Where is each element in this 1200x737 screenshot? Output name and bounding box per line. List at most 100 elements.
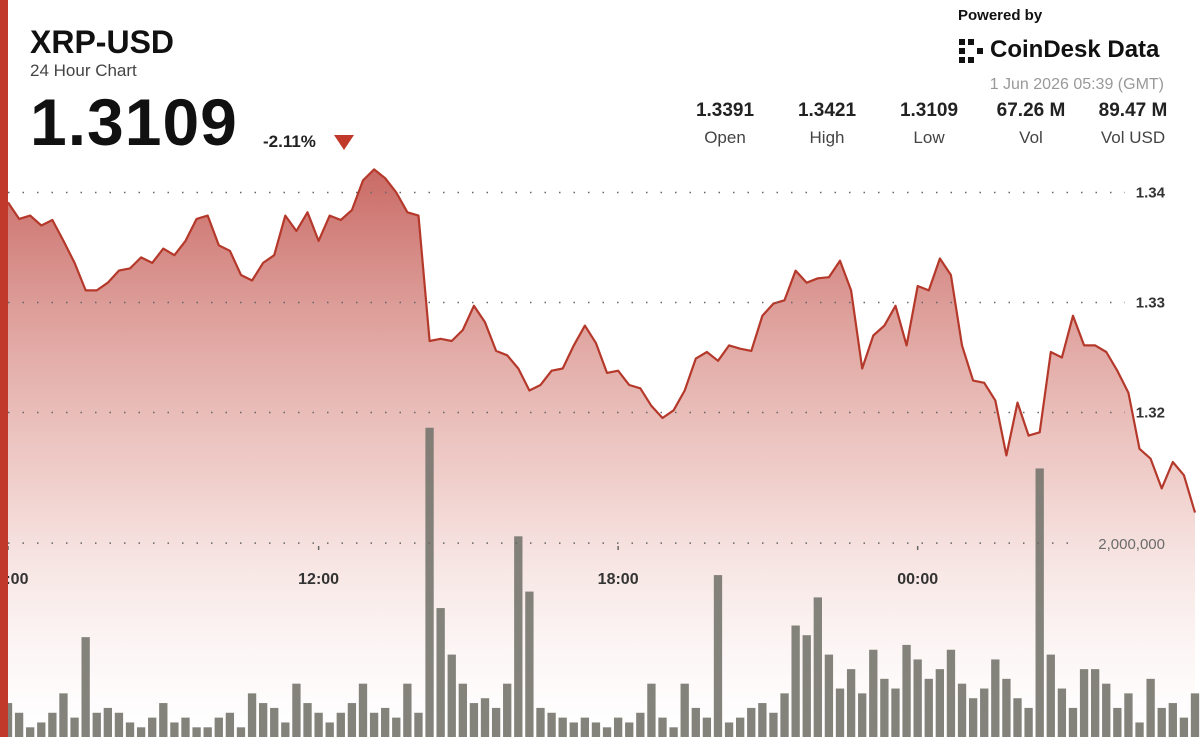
stat: 89.47 M Vol USD <box>1083 100 1183 148</box>
volume-bar <box>747 707 756 737</box>
price-line <box>7 168 1197 513</box>
title: XRP-USD <box>30 24 175 60</box>
volume-bar <box>1168 703 1177 737</box>
volume-bar <box>1146 678 1155 737</box>
volume-bar <box>14 712 24 737</box>
volume-bar <box>1068 707 1078 737</box>
volume-bar <box>225 712 235 737</box>
volume-bar <box>347 703 357 737</box>
volume-bar <box>680 683 689 737</box>
volume-bar <box>103 707 113 737</box>
stat: 1.3109 Low <box>879 100 979 148</box>
volume-bar <box>1090 669 1100 737</box>
volume-bar <box>436 608 445 737</box>
volume-bar <box>1079 669 1089 737</box>
volume-bar <box>625 722 634 737</box>
volume-bar <box>846 669 856 737</box>
stat-value: 1.3421 <box>797 100 857 121</box>
brand: CoinDesk Data <box>990 36 1160 63</box>
volume-bar <box>869 649 878 737</box>
volume-bar <box>891 688 900 737</box>
volume-bar <box>1157 707 1166 737</box>
volume-bar <box>458 683 467 737</box>
volume-bar <box>558 717 567 737</box>
volume-bar <box>569 722 578 737</box>
volume-bar <box>913 659 922 737</box>
volume-bar <box>480 698 490 737</box>
volume-bar <box>336 712 345 737</box>
stat-value: 89.47 M <box>1098 100 1168 121</box>
volume-bar <box>1190 693 1200 737</box>
volume-bar <box>758 703 767 737</box>
volume-bar <box>1002 678 1011 737</box>
powered-by: Powered by <box>958 7 1043 24</box>
volume-bar <box>114 712 124 737</box>
volume-bar <box>1035 468 1044 737</box>
left-border <box>0 0 8 737</box>
volume-bar <box>713 575 723 737</box>
stat-label: Open <box>704 128 746 147</box>
stat-label: Vol <box>1019 128 1043 147</box>
volume-bar <box>81 637 90 737</box>
volume-bar <box>192 727 201 737</box>
volume-bar <box>769 712 778 737</box>
y2-tick-label: 2,000,000 <box>1098 536 1165 553</box>
volume-bar <box>613 717 623 737</box>
subtitle: 24 Hour Chart <box>30 61 137 80</box>
volume-bar <box>414 712 423 737</box>
volume-bar <box>1102 683 1111 737</box>
volume-bar <box>1057 688 1067 737</box>
volume-bar <box>1013 698 1022 737</box>
volume-bar <box>602 727 612 737</box>
volume-bar <box>303 703 312 737</box>
volume-bar <box>503 683 512 737</box>
volume-bar <box>902 644 911 737</box>
volume-bar <box>1135 722 1144 737</box>
x-tick-label: 12:00 <box>298 571 339 588</box>
stat-label: Low <box>913 128 945 147</box>
volume-bar <box>70 717 79 737</box>
timestamp: 1 Jun 2026 05:39 (GMT) <box>989 76 1164 93</box>
volume-bar <box>325 722 334 737</box>
volume-bar <box>125 722 135 737</box>
volume-bar <box>591 722 601 737</box>
stat-value: 1.3391 <box>695 100 755 121</box>
brand-logo <box>959 39 983 63</box>
volume-bar <box>880 678 889 737</box>
y-tick-label: 1.32 <box>1136 405 1165 422</box>
volume-bar <box>369 712 379 737</box>
down-arrow <box>334 135 354 150</box>
volume-bar <box>381 707 390 737</box>
volume-bar <box>724 722 734 737</box>
volume-bar <box>258 703 268 737</box>
volume-bar <box>935 669 945 737</box>
volume-bar <box>514 536 523 737</box>
volume-bar <box>491 707 501 737</box>
volume-bar <box>968 698 978 737</box>
volume-bar <box>159 703 168 737</box>
volume-bar <box>170 722 179 737</box>
volume-bar <box>425 427 434 737</box>
volume-bar <box>358 683 368 737</box>
volume-bar <box>980 688 989 737</box>
volume-bar <box>203 727 212 737</box>
volume-bar <box>1179 717 1189 737</box>
volume-bar <box>736 717 745 737</box>
volume-bar <box>813 597 822 737</box>
volume-bar <box>957 683 967 737</box>
volume-bar <box>835 688 845 737</box>
volume-bar <box>181 717 190 737</box>
stat: 1.3421 High <box>777 100 877 148</box>
volume-bar <box>924 678 933 737</box>
volume-bar <box>136 727 146 737</box>
volume-bar <box>314 712 323 737</box>
volume-bar <box>1046 654 1055 737</box>
volume-bar <box>26 727 35 737</box>
volume-bar <box>403 683 412 737</box>
volume-bar <box>791 625 800 737</box>
stat: 1.3391 Open <box>675 100 775 148</box>
stat-value: 67.26 M <box>996 100 1066 121</box>
volume-bar <box>48 712 57 737</box>
volume-bar <box>702 717 712 737</box>
